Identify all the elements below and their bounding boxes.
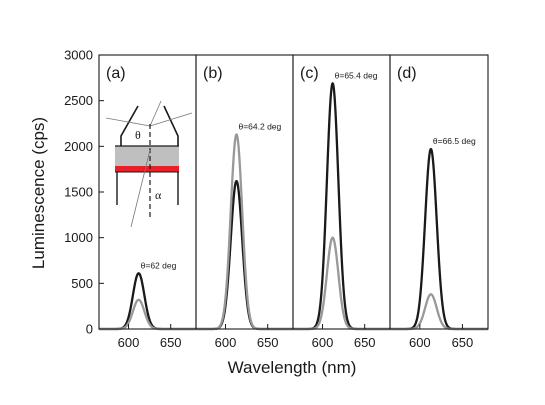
series-line-gray <box>389 293 489 331</box>
angle-annotation: θ=65.4 deg <box>335 70 378 80</box>
series-line-black <box>389 147 489 331</box>
x-tick-label: 650 <box>160 335 182 350</box>
x-tick-label: 650 <box>354 335 376 350</box>
panel-label: (b) <box>203 65 223 82</box>
panel-c: 600 650 (c) θ=65.4 deg <box>292 54 391 350</box>
y-axis-title: Luminescence (cps) <box>29 117 48 269</box>
x-tick-label: 650 <box>452 335 474 350</box>
panel-d: 600 650 (d) θ=66.5 deg <box>389 54 489 350</box>
x-tick-label: 600 <box>215 335 237 350</box>
series-line-gray <box>195 133 294 331</box>
angle-annotation: θ=66.5 deg <box>433 136 476 146</box>
inset-ray-upper <box>149 100 162 127</box>
angle-annotation: θ=62 deg <box>141 260 177 270</box>
panel-label: (d) <box>397 65 417 82</box>
panel-frame <box>195 54 294 330</box>
y-axis: 0 500 1000 1500 2000 2500 3000 <box>64 48 104 337</box>
inset-schematic: θ α <box>105 100 193 228</box>
inset-prism-right <box>163 105 179 147</box>
y-tick-label: 1500 <box>64 185 93 200</box>
inset-theta-label: θ <box>135 128 141 142</box>
x-axis-title: Wavelength (nm) <box>228 358 357 377</box>
panel-label: (c) <box>300 65 319 82</box>
inset-alpha-label: α <box>155 188 162 202</box>
x-tick-label: 600 <box>312 335 334 350</box>
y-tick-label: 2000 <box>64 139 93 154</box>
inset-gray-layer <box>115 146 179 166</box>
x-tick-label: 600 <box>409 335 431 350</box>
panel-frame <box>292 54 391 330</box>
panel-label: (a) <box>106 65 126 82</box>
panel-frame <box>389 54 489 330</box>
panel-b: 600 650 (b) θ=64.2 deg <box>195 54 294 350</box>
panel-a: 600 650 (a) θ=62 deg <box>98 54 197 350</box>
panel-frame <box>98 54 197 330</box>
y-tick-label: 3000 <box>64 48 93 63</box>
y-tick-label: 2500 <box>64 93 93 108</box>
y-tick-label: 1000 <box>64 230 93 245</box>
inset-transmitted-ray <box>130 149 151 228</box>
inset-ray-right <box>149 112 193 127</box>
y-tick-label: 500 <box>71 276 93 291</box>
x-tick-label: 600 <box>118 335 140 350</box>
inset-red-layer <box>115 166 179 172</box>
angle-annotation: θ=64.2 deg <box>238 121 281 131</box>
x-tick-label: 650 <box>257 335 279 350</box>
y-tick-label: 0 <box>86 322 93 337</box>
inset-prism-left <box>120 105 139 147</box>
inset-ray-left <box>105 117 151 127</box>
